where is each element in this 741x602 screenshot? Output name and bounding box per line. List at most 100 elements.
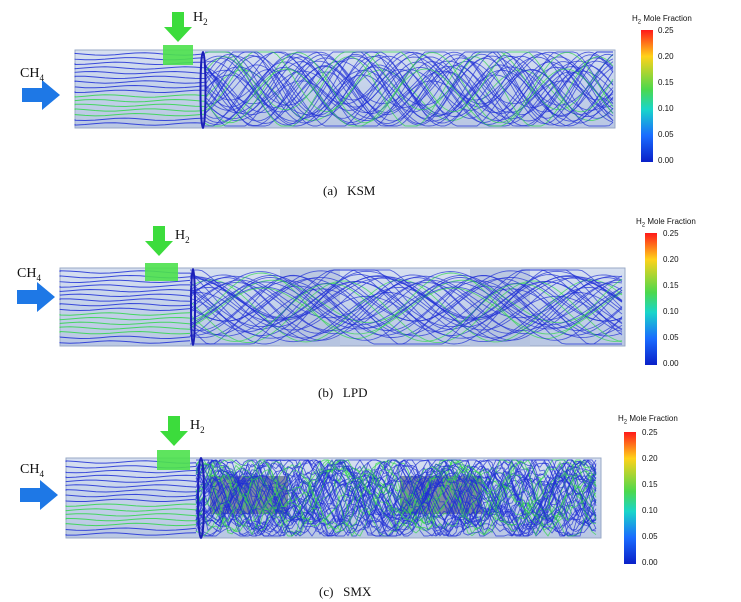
streamline — [189, 282, 623, 342]
panel-lpd: CH4 H2 H2 Mole Fraction 0.25 0.20 0.15 0… — [0, 208, 741, 408]
lpd-ch4-label: CH4 — [17, 266, 41, 283]
smx-colorbar-title: H2 Mole Fraction — [618, 414, 678, 426]
streamline — [204, 61, 614, 123]
streamline — [195, 468, 597, 532]
colorbar-tick: 0.15 — [642, 480, 658, 489]
streamline — [59, 307, 191, 312]
streamline — [65, 479, 197, 483]
streamline — [74, 108, 206, 112]
lpd-h2-inlet-pipe — [145, 263, 178, 281]
streamline — [195, 473, 597, 528]
streamline — [195, 469, 597, 530]
streamline — [189, 270, 623, 322]
streamline — [59, 335, 191, 340]
streamline — [74, 103, 206, 108]
streamline — [204, 51, 614, 111]
streamline — [195, 459, 597, 537]
ksm-ch4-arrow — [22, 80, 60, 110]
streamline — [74, 80, 206, 84]
colorbar-tick: 0.10 — [658, 104, 674, 113]
streamline — [74, 122, 206, 126]
colorbar-tick: 0.05 — [663, 333, 679, 342]
streamline — [195, 459, 597, 537]
smx-h2-label: H2 — [190, 418, 205, 435]
ksm-h2-inlet-pipe — [163, 45, 193, 65]
streamline — [59, 279, 191, 284]
colorbar-tick: 0.15 — [663, 281, 679, 290]
lpd-colorbar — [645, 233, 657, 365]
ksm-streamlines — [74, 51, 614, 127]
streamline — [189, 287, 623, 335]
streamline — [195, 459, 597, 529]
streamline — [196, 459, 597, 528]
streamline — [189, 274, 623, 334]
streamline — [195, 459, 597, 529]
panel-smx: CH4 H2 H2 Mole Fraction 0.25 0.20 0.15 0… — [0, 408, 741, 602]
streamline — [65, 489, 197, 493]
streamline — [65, 527, 197, 531]
smx-mixer-figure — [20, 416, 636, 564]
streamline — [204, 66, 614, 115]
streamline — [65, 522, 197, 527]
ksm-mixer-figure — [22, 12, 653, 162]
streamline — [74, 94, 206, 98]
streamline — [204, 51, 614, 116]
smx-colorbar — [624, 432, 636, 564]
streamline — [204, 69, 614, 122]
colorbar-tick: 0.05 — [658, 130, 674, 139]
streamline — [189, 272, 623, 340]
streamline — [189, 278, 623, 336]
streamline — [74, 89, 206, 94]
streamline — [189, 276, 623, 341]
streamline — [205, 69, 614, 127]
colorbar-tick: 0.20 — [663, 255, 679, 264]
lpd-colorbar-title: H2 Mole Fraction — [636, 217, 696, 229]
streamline — [65, 493, 197, 498]
ksm-caption: (a) KSM — [323, 183, 376, 198]
streamline — [74, 98, 206, 103]
streamline — [59, 330, 191, 335]
streamline — [189, 292, 623, 343]
streamline — [65, 498, 197, 502]
panel-ksm: CH4 H2 H2 Mole Fraction 0.25 0.20 0.15 0… — [0, 0, 741, 200]
streamline — [189, 281, 623, 326]
streamline — [204, 56, 614, 127]
streamline — [195, 482, 597, 532]
streamline — [74, 117, 206, 122]
lpd-ch4-arrow — [17, 282, 55, 312]
streamline — [65, 503, 197, 507]
ksm-h2-arrow — [164, 12, 192, 42]
streamline — [189, 277, 623, 319]
streamline — [195, 459, 597, 534]
streamline — [204, 51, 614, 118]
streamline — [189, 276, 623, 331]
streamline — [195, 464, 597, 524]
streamline — [65, 513, 197, 517]
streamline — [59, 312, 191, 316]
streamline — [59, 298, 191, 302]
colorbar-tick: 0.20 — [642, 454, 658, 463]
streamline — [195, 460, 597, 524]
lpd-caption: (b) LPD — [318, 385, 368, 400]
streamline — [74, 84, 206, 89]
lpd-h2-label: H2 — [175, 228, 190, 245]
streamline — [59, 340, 191, 344]
streamline — [65, 532, 197, 536]
streamline — [204, 51, 613, 119]
colorbar-tick: 0.15 — [658, 78, 674, 87]
streamline — [74, 70, 206, 75]
colorbar-tick: 0.20 — [658, 52, 674, 61]
smx-h2-arrow — [160, 416, 188, 446]
streamline — [189, 270, 623, 322]
streamline — [65, 517, 196, 522]
ksm-colorbar — [641, 30, 653, 162]
ksm-ch4-label: CH4 — [20, 66, 44, 83]
smx-injection-plane — [197, 457, 205, 539]
streamline — [189, 282, 623, 342]
lpd-h2-arrow — [145, 226, 173, 256]
colorbar-tick: 0.25 — [663, 229, 679, 238]
streamline — [189, 281, 623, 328]
streamline — [59, 293, 191, 298]
streamline — [189, 295, 623, 339]
colorbar-tick: 0.10 — [663, 307, 679, 316]
